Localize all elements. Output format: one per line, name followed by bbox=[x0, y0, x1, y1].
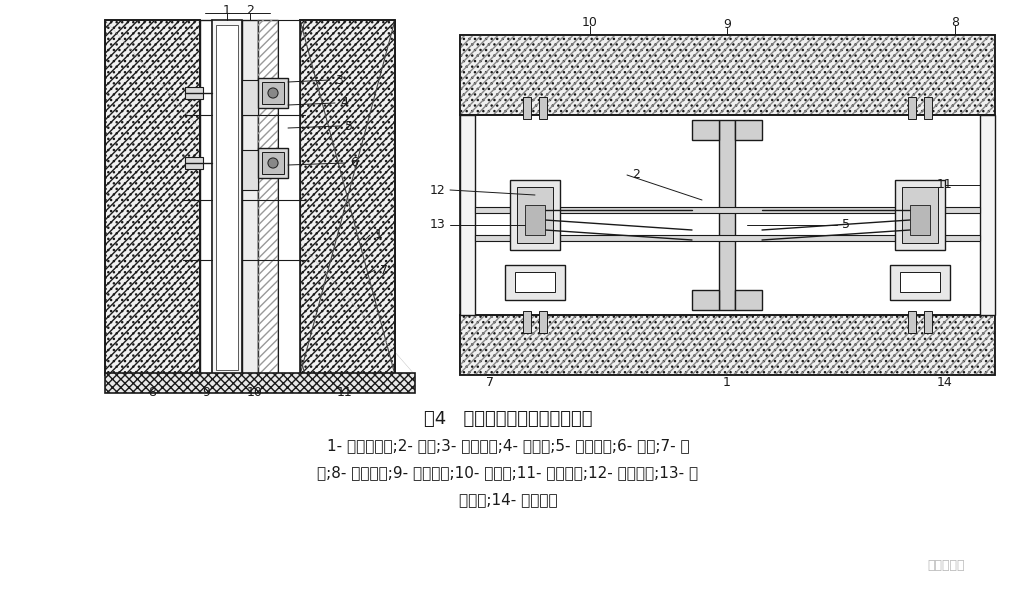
Bar bbox=[185, 157, 203, 169]
Bar bbox=[515, 272, 555, 292]
Text: 8: 8 bbox=[951, 15, 959, 29]
Text: 10: 10 bbox=[582, 17, 598, 29]
Bar bbox=[460, 35, 995, 115]
Bar bbox=[200, 20, 212, 375]
Bar bbox=[105, 20, 200, 375]
Bar bbox=[105, 20, 200, 375]
Bar bbox=[278, 20, 300, 375]
Bar bbox=[523, 311, 531, 333]
Text: 接销件;14- 背栓横框: 接销件;14- 背栓横框 bbox=[459, 492, 557, 507]
Bar bbox=[300, 20, 395, 375]
Bar bbox=[924, 311, 932, 333]
Text: 14: 14 bbox=[937, 377, 953, 390]
Text: 1- 不锈锂螺栓;2- 角销;3- 调整螺钉;4- 铝挂件;5- 抚芯铆钉;6- 背栓;7- 石: 1- 不锈锂螺栓;2- 角销;3- 调整螺钉;4- 铝挂件;5- 抚芯铆钉;6-… bbox=[326, 438, 690, 453]
Bar bbox=[900, 272, 940, 292]
Bar bbox=[258, 20, 278, 375]
Bar bbox=[908, 311, 916, 333]
Text: 石材研习社: 石材研习社 bbox=[928, 559, 965, 572]
Bar bbox=[460, 115, 475, 315]
Bar bbox=[212, 20, 242, 375]
Bar bbox=[460, 115, 995, 315]
Text: 12: 12 bbox=[429, 184, 445, 197]
Bar bbox=[185, 87, 203, 99]
Text: 10: 10 bbox=[247, 386, 263, 399]
Bar bbox=[735, 290, 762, 310]
Bar bbox=[895, 180, 945, 250]
Bar bbox=[258, 20, 278, 375]
Text: 1: 1 bbox=[223, 4, 231, 17]
Text: 1: 1 bbox=[723, 377, 731, 390]
Text: 7: 7 bbox=[380, 263, 388, 277]
Text: 8: 8 bbox=[148, 386, 156, 399]
Bar bbox=[242, 150, 258, 190]
Bar bbox=[980, 115, 995, 315]
Bar bbox=[216, 25, 238, 370]
Bar bbox=[525, 205, 545, 235]
Bar bbox=[505, 265, 565, 300]
Text: 9: 9 bbox=[723, 18, 731, 32]
Circle shape bbox=[268, 88, 278, 98]
Bar bbox=[460, 315, 995, 375]
Bar bbox=[242, 80, 258, 115]
Bar bbox=[460, 315, 995, 375]
Text: 2: 2 bbox=[246, 4, 254, 17]
Bar bbox=[692, 290, 719, 310]
Text: 1: 1 bbox=[375, 228, 382, 241]
Bar bbox=[475, 235, 980, 241]
Text: 图4   中青培大厦石材幕墙节点图: 图4 中青培大厦石材幕墙节点图 bbox=[424, 410, 592, 428]
Bar bbox=[105, 20, 200, 375]
Bar bbox=[517, 187, 553, 243]
Bar bbox=[460, 35, 995, 115]
Bar bbox=[510, 180, 560, 250]
Bar bbox=[460, 315, 995, 375]
Bar bbox=[902, 187, 938, 243]
Bar bbox=[523, 97, 531, 119]
Text: 13: 13 bbox=[429, 219, 445, 231]
Bar bbox=[242, 20, 258, 375]
Text: 5: 5 bbox=[842, 219, 850, 231]
Bar bbox=[460, 35, 995, 115]
Text: 4: 4 bbox=[340, 97, 348, 110]
Bar bbox=[300, 20, 395, 375]
Bar bbox=[924, 97, 932, 119]
Circle shape bbox=[268, 158, 278, 168]
Bar bbox=[300, 20, 395, 375]
Text: 3: 3 bbox=[335, 73, 343, 86]
Text: 11: 11 bbox=[937, 178, 953, 191]
Text: 材;8- 土建结构;9- 平板埋件;10- 钉角码;11- 氧化铝板;12- 方销竝框;13- 连: 材;8- 土建结构;9- 平板埋件;10- 钉角码;11- 氧化铝板;12- 方… bbox=[317, 465, 699, 480]
Text: 5: 5 bbox=[345, 120, 353, 132]
Bar bbox=[890, 265, 950, 300]
Bar bbox=[258, 148, 288, 178]
Bar bbox=[735, 120, 762, 140]
Bar bbox=[262, 82, 284, 104]
Bar bbox=[539, 97, 547, 119]
Text: 11: 11 bbox=[337, 386, 353, 399]
Bar bbox=[908, 97, 916, 119]
Bar bbox=[719, 120, 735, 310]
Text: 9: 9 bbox=[202, 386, 210, 399]
Bar bbox=[910, 205, 930, 235]
Bar bbox=[258, 78, 288, 108]
Bar bbox=[105, 373, 415, 393]
Text: 7: 7 bbox=[486, 377, 494, 390]
Text: 2: 2 bbox=[632, 169, 640, 182]
Bar bbox=[692, 120, 719, 140]
Text: 6: 6 bbox=[350, 157, 358, 169]
Bar bbox=[262, 152, 284, 174]
Bar bbox=[475, 207, 980, 213]
Bar bbox=[539, 311, 547, 333]
